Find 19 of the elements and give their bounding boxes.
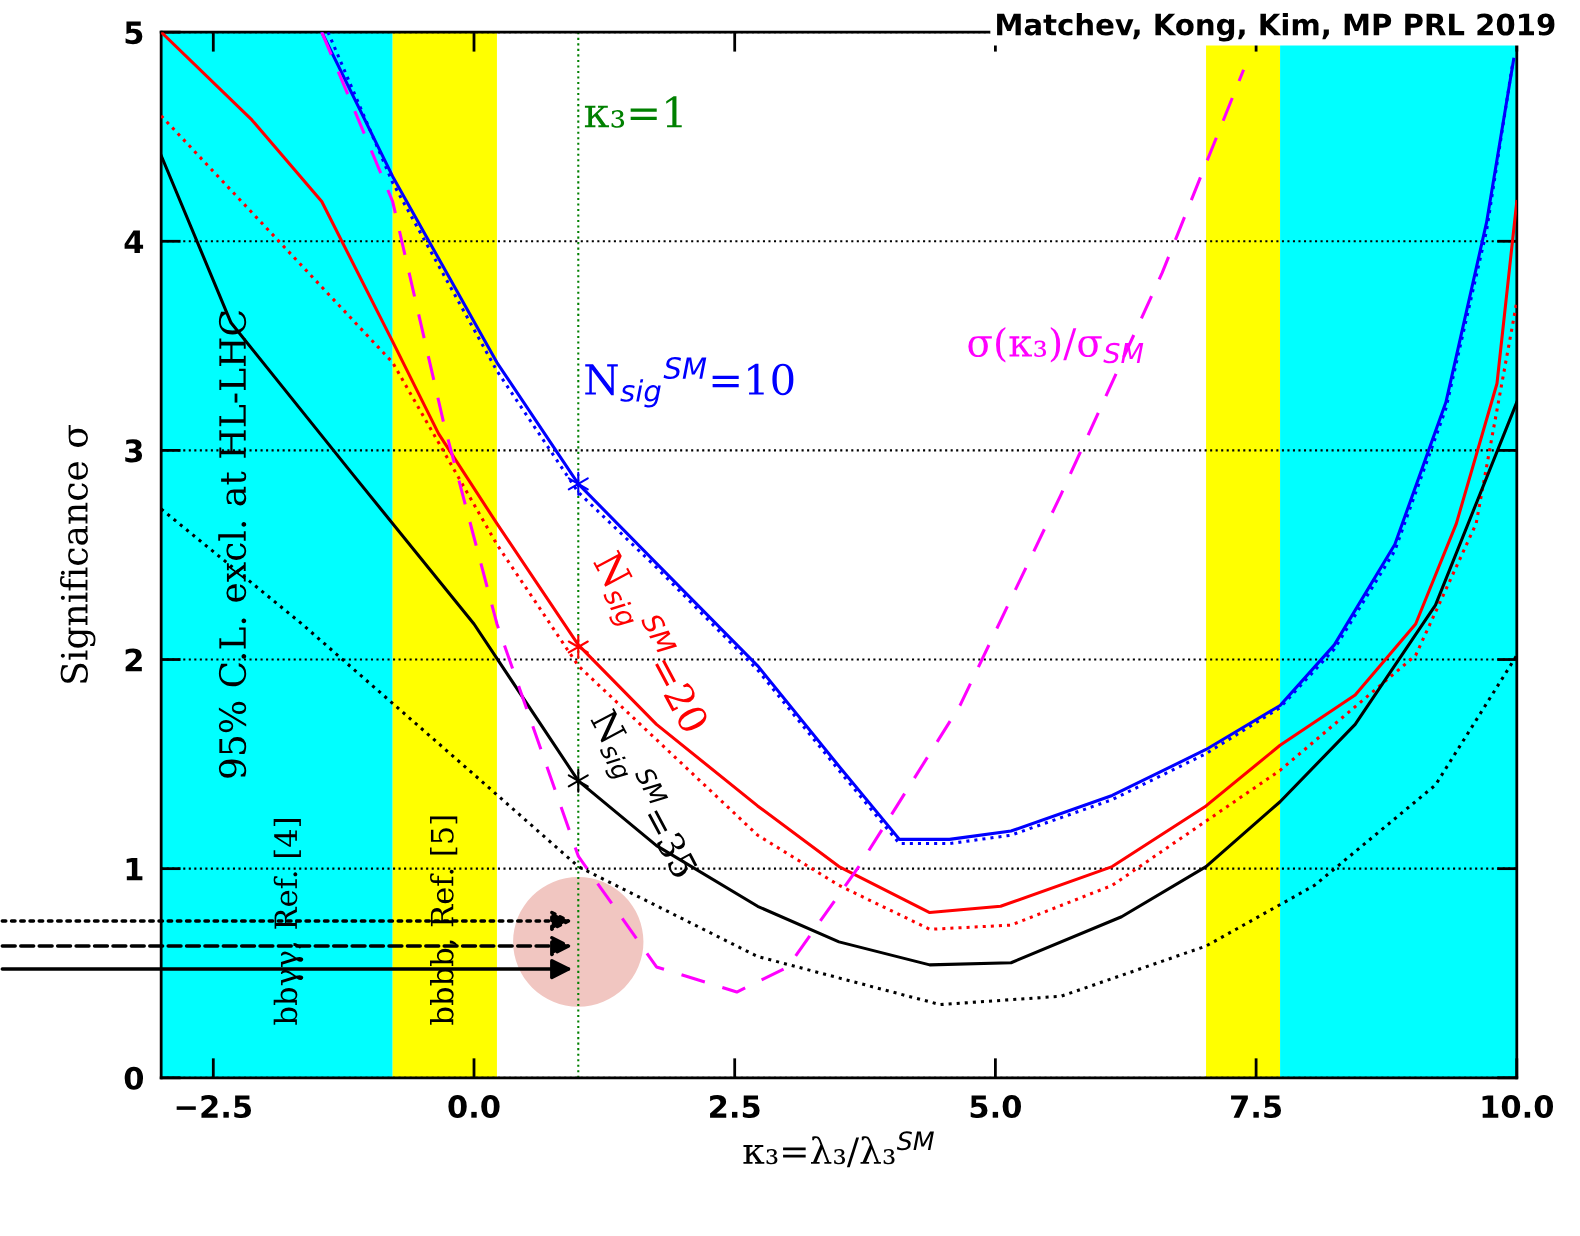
x-tick-label: 7.5 — [1231, 1095, 1282, 1119]
x-axis-title: κ₃=λ₃/λ₃$^{SM}$ — [743, 1131, 934, 1168]
ref-line-label: κ₃=1 — [584, 96, 682, 128]
y-tick-label: 1 — [126, 857, 143, 881]
annotation: N$_{sig}$$^{SM}$=10 — [585, 357, 794, 408]
y-tick-label: 5 — [125, 21, 143, 45]
annotation: 95% C.L. excl. at HL-LHC — [218, 311, 247, 778]
x-tick-label: 2.5 — [710, 1095, 760, 1119]
x-tick-label: 10.0 — [1482, 1095, 1554, 1119]
x-tick-label: 5.0 — [970, 1095, 1021, 1119]
y-tick-label: 4 — [124, 230, 144, 253]
y-tick-label: 2 — [125, 648, 142, 672]
y-tick-label: 0 — [124, 1066, 144, 1090]
band-label: bbγγ, Ref. [4] — [273, 819, 304, 1025]
annotation: Matchev, Kong, Kim, MP PRL 2019 — [997, 12, 1555, 42]
x-tick-label: −2.5 — [176, 1095, 252, 1119]
y-tick-label: 3 — [125, 439, 143, 463]
y-axis-title: Significance σ — [59, 425, 96, 683]
x-tick-label: 0.0 — [448, 1095, 500, 1119]
